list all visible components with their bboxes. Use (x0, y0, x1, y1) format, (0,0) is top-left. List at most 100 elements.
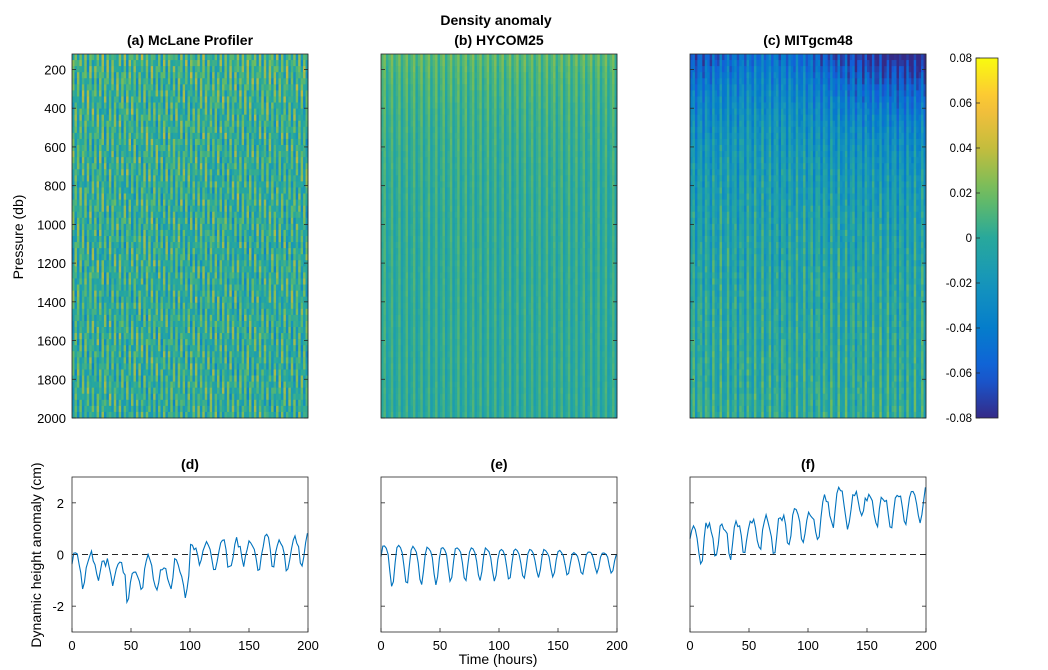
heatmap-cell (108, 351, 112, 358)
heatmap-cell (266, 60, 270, 67)
heatmap-cell (224, 248, 228, 255)
heatmap-cell (236, 327, 240, 334)
heatmap-cell (256, 363, 260, 370)
heatmap-cell (167, 151, 171, 158)
heatmap-cell (101, 260, 105, 267)
heatmap-cell (285, 254, 289, 261)
heatmap-cell (131, 296, 134, 304)
heatmap-cell (285, 151, 289, 158)
heatmap-cell (288, 339, 292, 346)
heatmap-cell (91, 66, 95, 73)
heatmap-cell (135, 211, 139, 219)
heatmap-cell (113, 357, 117, 364)
heatmap-cell (239, 54, 243, 61)
heatmap-cell (180, 138, 184, 146)
heatmap-cell (290, 242, 294, 249)
heatmap-cell (167, 363, 171, 370)
heatmap-cell (126, 333, 129, 340)
heatmap-cell (74, 357, 78, 364)
heatmap-cell (212, 296, 215, 304)
heatmap-cell (298, 229, 302, 237)
heatmap-cell (217, 60, 220, 67)
heatmap-cell (209, 169, 213, 176)
heatmap-cell (263, 314, 267, 322)
heatmap-cell (140, 296, 144, 304)
heatmap-cell (94, 266, 97, 273)
heatmap-cell (167, 217, 171, 225)
heatmap-cell (197, 223, 201, 231)
heatmap-cell (167, 84, 171, 91)
heatmap-cell (268, 242, 272, 249)
heatmap-cell (180, 163, 184, 170)
heatmap-cell (280, 169, 284, 176)
heatmap-cell (162, 151, 166, 158)
heatmap-cell (190, 254, 193, 261)
heatmap-cell (150, 138, 154, 146)
heatmap-cell (234, 157, 238, 164)
heatmap-cell (185, 320, 188, 328)
heatmap-cell (231, 223, 235, 231)
heatmap-cell (106, 84, 110, 91)
heatmap-cell (121, 290, 125, 298)
heatmap-cell (108, 217, 112, 225)
heatmap-cell (217, 339, 220, 346)
heatmap-cell (126, 126, 129, 134)
heatmap-cell (135, 138, 139, 146)
heatmap-cell (241, 278, 245, 285)
heatmap-cell (86, 339, 90, 346)
heatmap-cell (278, 205, 282, 213)
heatmap-cell (271, 290, 274, 298)
heatmap-cell (118, 78, 122, 85)
heatmap-cell (99, 78, 102, 85)
heatmap-cell (236, 296, 240, 304)
heatmap-cell (113, 223, 117, 231)
heatmap-cell (298, 296, 302, 304)
heatmap-cell (121, 151, 125, 158)
heatmap-cell (103, 254, 107, 261)
heatmap-cell (170, 187, 174, 194)
heatmap-cell (258, 175, 262, 182)
heatmap-cell (91, 151, 95, 158)
heatmap-cell (86, 357, 90, 364)
heatmap-cell (251, 260, 255, 267)
heatmap-cell (246, 96, 250, 103)
heatmap-cell (258, 181, 262, 188)
heatmap-cell (234, 138, 238, 146)
heatmap-cell (113, 314, 117, 322)
heatmap-cell (239, 120, 243, 128)
heatmap-cell (298, 132, 302, 140)
heatmap-cell (219, 54, 223, 61)
heatmap-cell (246, 320, 250, 328)
heatmap-cell (167, 320, 171, 328)
heatmap-cell (153, 126, 156, 134)
heatmap-cell (131, 163, 134, 170)
heatmap-cell (155, 72, 159, 79)
heatmap-cell (116, 138, 120, 146)
heatmap-cell (153, 278, 156, 285)
heatmap-cell (207, 357, 211, 364)
heatmap-cell (111, 320, 115, 328)
heatmap-cell (199, 242, 203, 249)
heatmap-cell (79, 175, 83, 182)
heatmap-cell (185, 260, 188, 267)
heatmap-cell (300, 96, 304, 103)
heatmap-cell (135, 290, 139, 298)
heatmap-cell (143, 266, 147, 273)
heatmap-cell (256, 345, 260, 352)
heatmap-cell (99, 120, 102, 128)
heatmap-cell (253, 114, 257, 122)
heatmap-cell (148, 66, 152, 73)
heatmap-cell (288, 96, 292, 103)
heatmap-cell (148, 272, 152, 279)
heatmap-cell (224, 236, 228, 243)
heatmap-cell (91, 169, 95, 176)
heatmap-cell (118, 138, 122, 146)
heatmap-cell (123, 223, 127, 231)
heatmap-cell (108, 96, 112, 103)
heatmap-cell (185, 151, 188, 158)
heatmap-cell (221, 229, 225, 237)
heatmap-cell (261, 242, 265, 249)
heatmap-cell (278, 60, 282, 67)
heatmap-cell (271, 205, 274, 213)
heatmap-cell (99, 114, 102, 122)
